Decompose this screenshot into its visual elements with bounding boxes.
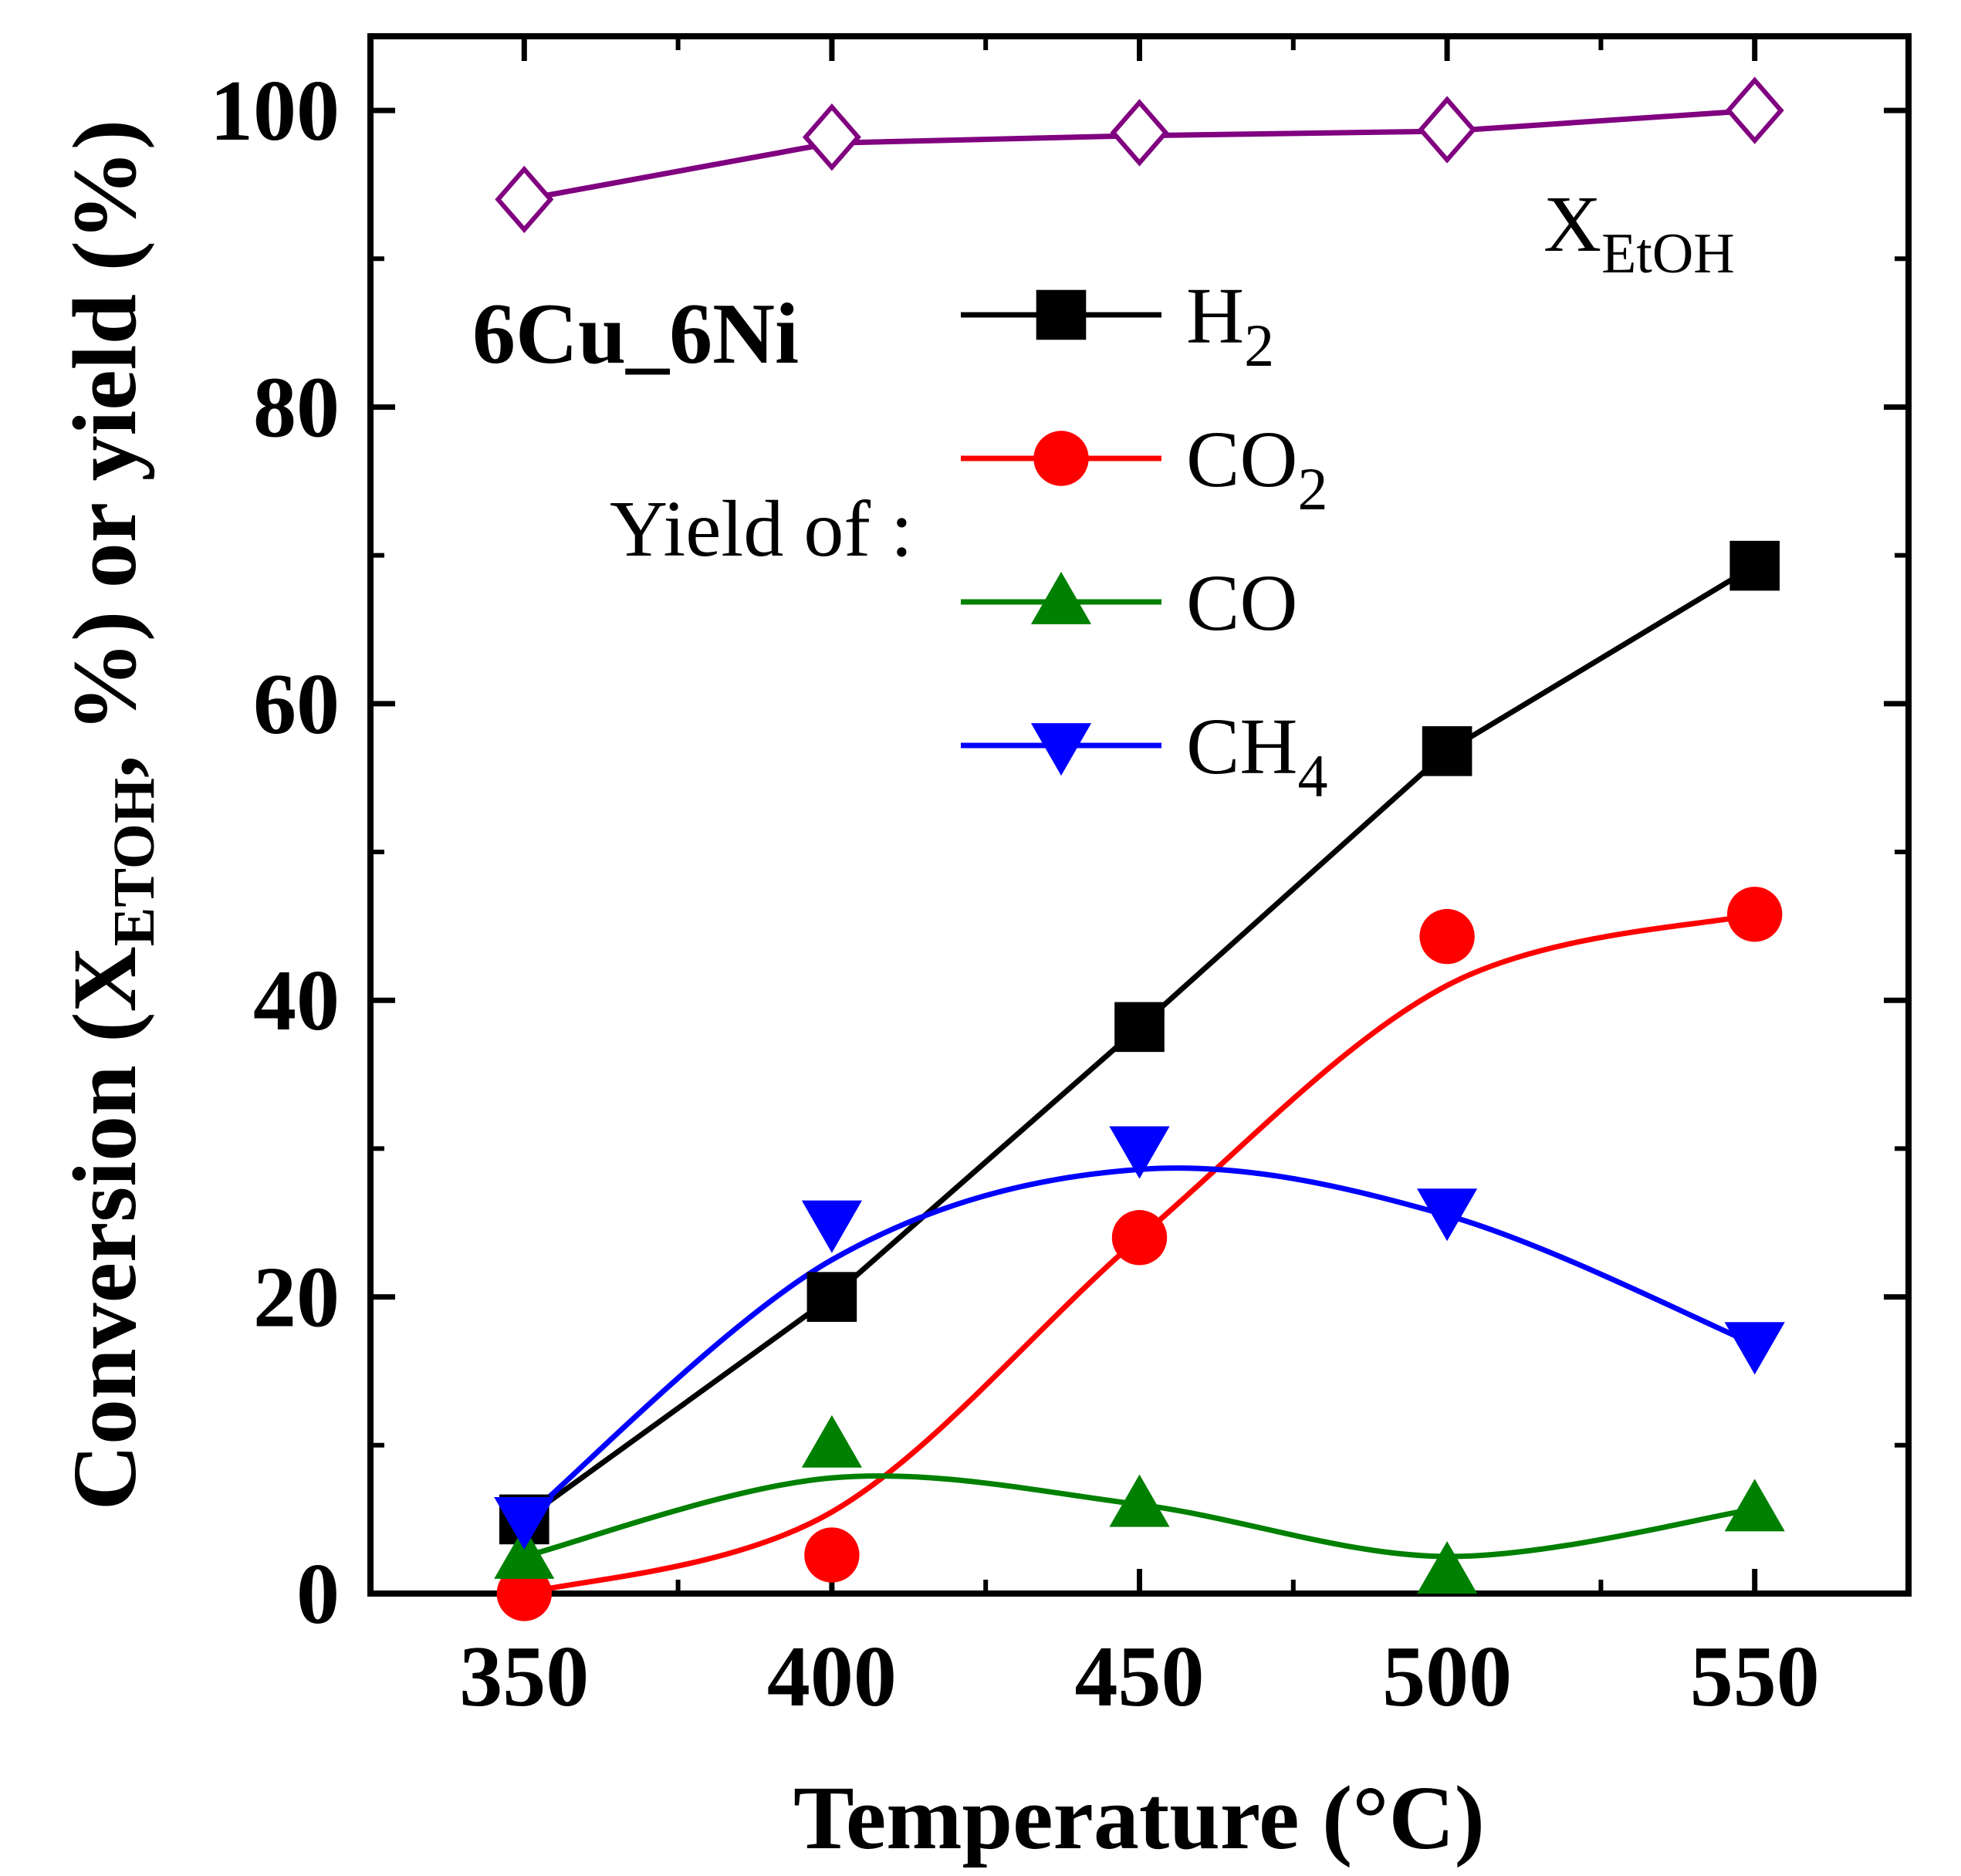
legend-marker-h2 (1036, 289, 1087, 340)
y-axis-title-suffix: , %) or yield (%) (54, 120, 155, 778)
conversion-annotation-main: X (1543, 180, 1601, 269)
y-axis-title-prefix: Conversion (X (54, 946, 155, 1510)
x-tick-label: 450 (1075, 1629, 1205, 1725)
legend-marker-ch4 (1030, 723, 1092, 776)
data-point-x_etoh (495, 165, 554, 234)
data-point-x_etoh (1418, 96, 1477, 164)
data-point-co2 (496, 1566, 552, 1621)
legend-label-ch4: CH4 (1186, 702, 1327, 810)
y-tick-label: 20 (253, 1250, 340, 1346)
data-point-h2 (806, 1272, 857, 1322)
y-tick-label: 40 (253, 953, 340, 1049)
data-point-co2 (1111, 1210, 1168, 1266)
y-axis-title-subscript: ETOH (102, 778, 167, 946)
data-point-co2 (1419, 908, 1475, 965)
y-tick-label: 100 (210, 63, 340, 159)
data-point-co (801, 1415, 862, 1468)
x-tick-label: 400 (767, 1629, 897, 1725)
data-point-x_etoh (1110, 99, 1169, 167)
legend-label-co2: CO2 (1186, 415, 1327, 522)
y-axis-ticks: 0 20 40 60 80 100 (210, 63, 1909, 1642)
x-tick-label: 350 (459, 1629, 589, 1725)
data-point-co (1724, 1479, 1785, 1532)
yield-of-label: Yield of : (610, 485, 913, 573)
legend: H2 CO2 CO CH4 (961, 272, 1327, 810)
data-point-ch4 (1724, 1322, 1785, 1375)
data-point-ch4 (1109, 1126, 1170, 1179)
data-point-co2 (804, 1527, 860, 1583)
conversion-annotation: XEtOH (1543, 180, 1735, 286)
y-axis-title: Conversion (XETOH, %) or yield (%) (54, 120, 167, 1510)
conversion-annotation-subscript: EtOH (1601, 222, 1735, 286)
data-point-co2 (1727, 887, 1783, 942)
x-tick-label: 500 (1382, 1629, 1512, 1725)
data-point-ch4 (1417, 1188, 1478, 1242)
y-tick-label: 60 (253, 657, 340, 752)
data-point-co (1417, 1541, 1478, 1594)
x-axis-title: Temperature (°C) (793, 1767, 1485, 1868)
data-point-co (1109, 1474, 1170, 1527)
data-point-x_etoh (802, 103, 861, 171)
legend-marker-co2 (1033, 431, 1089, 486)
legend-label-co: CO (1186, 559, 1297, 647)
data-point-h2 (1422, 726, 1472, 776)
sample-label: 6Cu_6Ni (472, 286, 799, 382)
x-tick-label: 550 (1690, 1629, 1820, 1725)
data-point-h2 (1114, 1002, 1165, 1053)
y-tick-label: 0 (296, 1546, 340, 1642)
data-point-ch4 (494, 1497, 555, 1550)
data-point-co (494, 1526, 555, 1579)
y-tick-label: 80 (253, 360, 340, 455)
data-point-x_etoh (1725, 76, 1784, 144)
legend-marker-co (1030, 571, 1092, 624)
data-point-h2 (1729, 540, 1780, 591)
data-point-ch4 (801, 1200, 862, 1253)
series-markers (494, 76, 1785, 1621)
x-axis-ticks: 350 400 450 500 550 (459, 36, 1820, 1725)
legend-label-h2: H2 (1186, 272, 1274, 379)
